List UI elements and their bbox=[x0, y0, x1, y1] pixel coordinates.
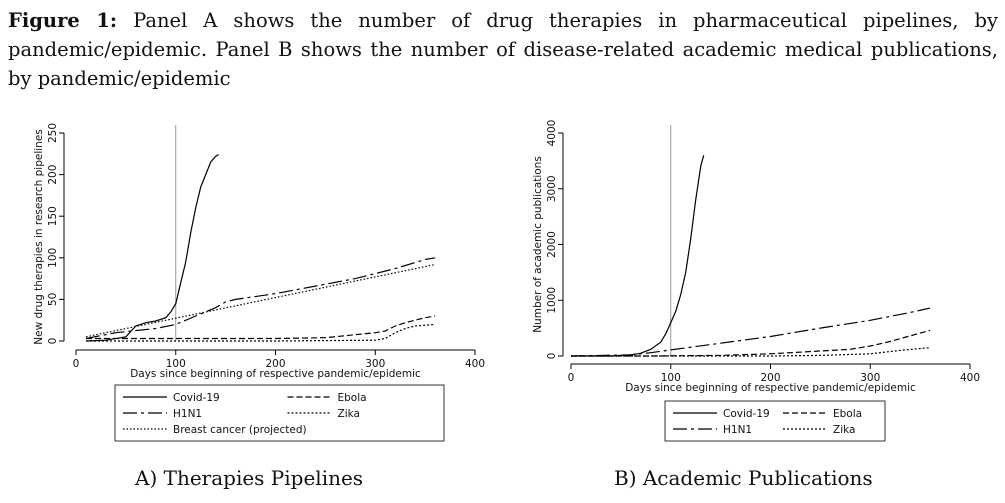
x-axis-title: Days since beginning of respective pande… bbox=[625, 382, 916, 394]
x-tick-label: 300 bbox=[365, 358, 385, 370]
series-line-covid-19 bbox=[85, 154, 219, 342]
series-line-covid-19 bbox=[571, 155, 705, 357]
legend-label: Ebola bbox=[833, 408, 862, 420]
x-tick-label: 200 bbox=[265, 358, 285, 370]
x-tick-label: 200 bbox=[760, 372, 780, 384]
y-axis-title: New drug therapies in research pipelines bbox=[33, 129, 45, 345]
y-tick-label: 1000 bbox=[546, 287, 558, 314]
legend-box bbox=[664, 400, 886, 442]
legend-label: Ebola bbox=[338, 392, 367, 404]
figure-caption: Figure 1: Panel A shows the number of dr… bbox=[8, 6, 998, 93]
y-tick-label: 200 bbox=[47, 165, 59, 185]
chart-panel-a: 0 50 100 150 200 250 0 100 200 300 400 New drug the… bbox=[33, 123, 485, 442]
series-line-breast-cancer-projected bbox=[85, 263, 436, 338]
y-tick-label: 0 bbox=[47, 338, 59, 345]
series-line-ebola bbox=[571, 329, 931, 357]
y-tick-label: 150 bbox=[47, 206, 59, 226]
x-axis-title: Days since beginning of respective pande… bbox=[130, 368, 421, 380]
x-tick-label: 400 bbox=[960, 372, 980, 384]
y-axis-title: Number of academic publications bbox=[532, 156, 544, 333]
figure-caption-text: Panel A shows the number of drug therapi… bbox=[8, 9, 998, 90]
series-line-zika bbox=[86, 323, 436, 342]
legend-label: Zika bbox=[338, 408, 360, 420]
legend-label: Covid-19 bbox=[723, 408, 770, 420]
x-tick-label: 0 bbox=[568, 372, 575, 384]
y-tick-label: 0 bbox=[546, 353, 558, 360]
y-tick-label: 100 bbox=[47, 248, 59, 268]
legend-label: Zika bbox=[833, 424, 855, 436]
y-tick-label: 2000 bbox=[546, 231, 558, 258]
panel-b-label: B) Academic Publications bbox=[614, 466, 873, 490]
y-tick-label: 50 bbox=[47, 293, 59, 306]
chart-panel-b: 0 1000 2000 3000 4000 0 100 200 300 400 Number of … bbox=[532, 120, 980, 442]
legend-box bbox=[114, 384, 445, 442]
series-line-h1n1 bbox=[85, 257, 436, 340]
x-tick-label: 400 bbox=[465, 358, 485, 370]
series-line-ebola bbox=[86, 315, 436, 340]
legend-label: H1N1 bbox=[723, 424, 752, 436]
x-tick-label: 0 bbox=[73, 358, 80, 370]
y-tick-label: 3000 bbox=[546, 175, 558, 202]
x-tick-label: 100 bbox=[661, 372, 681, 384]
panel-a-label: A) Therapies Pipelines bbox=[135, 466, 364, 490]
legend-label: Covid-19 bbox=[173, 392, 220, 404]
figure-label: Figure 1: bbox=[8, 9, 118, 32]
series-line-zika bbox=[571, 347, 931, 357]
y-tick-label: 250 bbox=[47, 123, 59, 143]
x-tick-label: 300 bbox=[860, 372, 880, 384]
series-line-h1n1 bbox=[570, 307, 931, 357]
legend-label: Breast cancer (projected) bbox=[173, 424, 307, 436]
x-tick-label: 100 bbox=[166, 358, 186, 370]
legend-label: H1N1 bbox=[173, 408, 202, 420]
y-tick-label: 4000 bbox=[546, 120, 558, 147]
